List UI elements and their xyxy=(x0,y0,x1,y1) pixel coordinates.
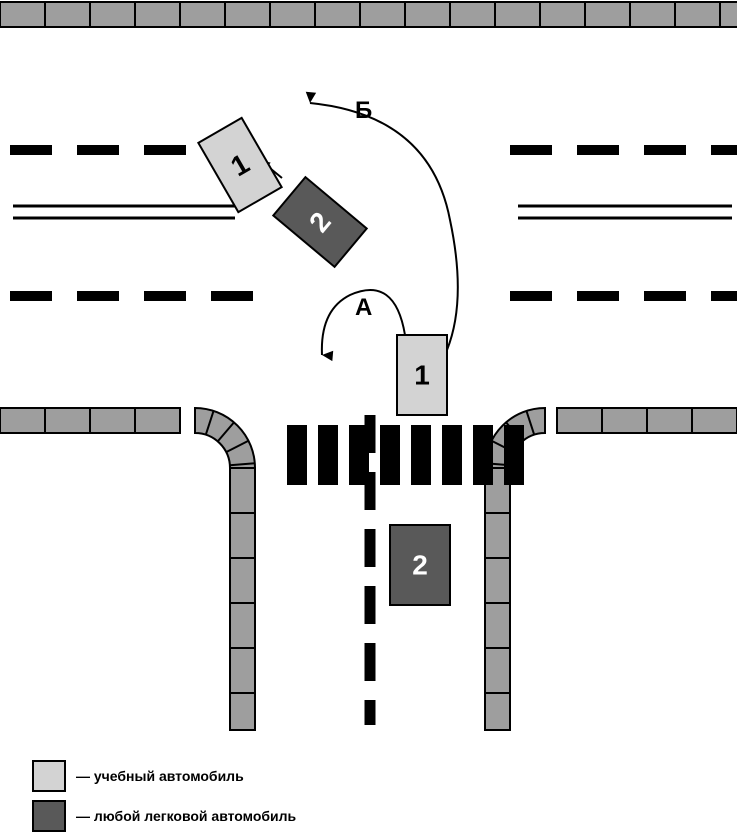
legend-label-any-car: — любой легковой автомобиль xyxy=(76,808,296,824)
car-car1_lower: 1 xyxy=(397,335,447,415)
trajectory-label-A: А xyxy=(355,294,372,321)
top-curb xyxy=(0,2,737,27)
trajectory-label-B: Б xyxy=(355,97,372,124)
legend-label-training-car: — учебный автомобиль xyxy=(76,768,244,784)
legend-box-any-car xyxy=(32,800,66,832)
legend-box-training-car xyxy=(32,760,66,792)
car-label: 1 xyxy=(414,360,430,391)
car-label: 2 xyxy=(412,550,428,581)
car-car2_lower: 2 xyxy=(390,525,450,605)
